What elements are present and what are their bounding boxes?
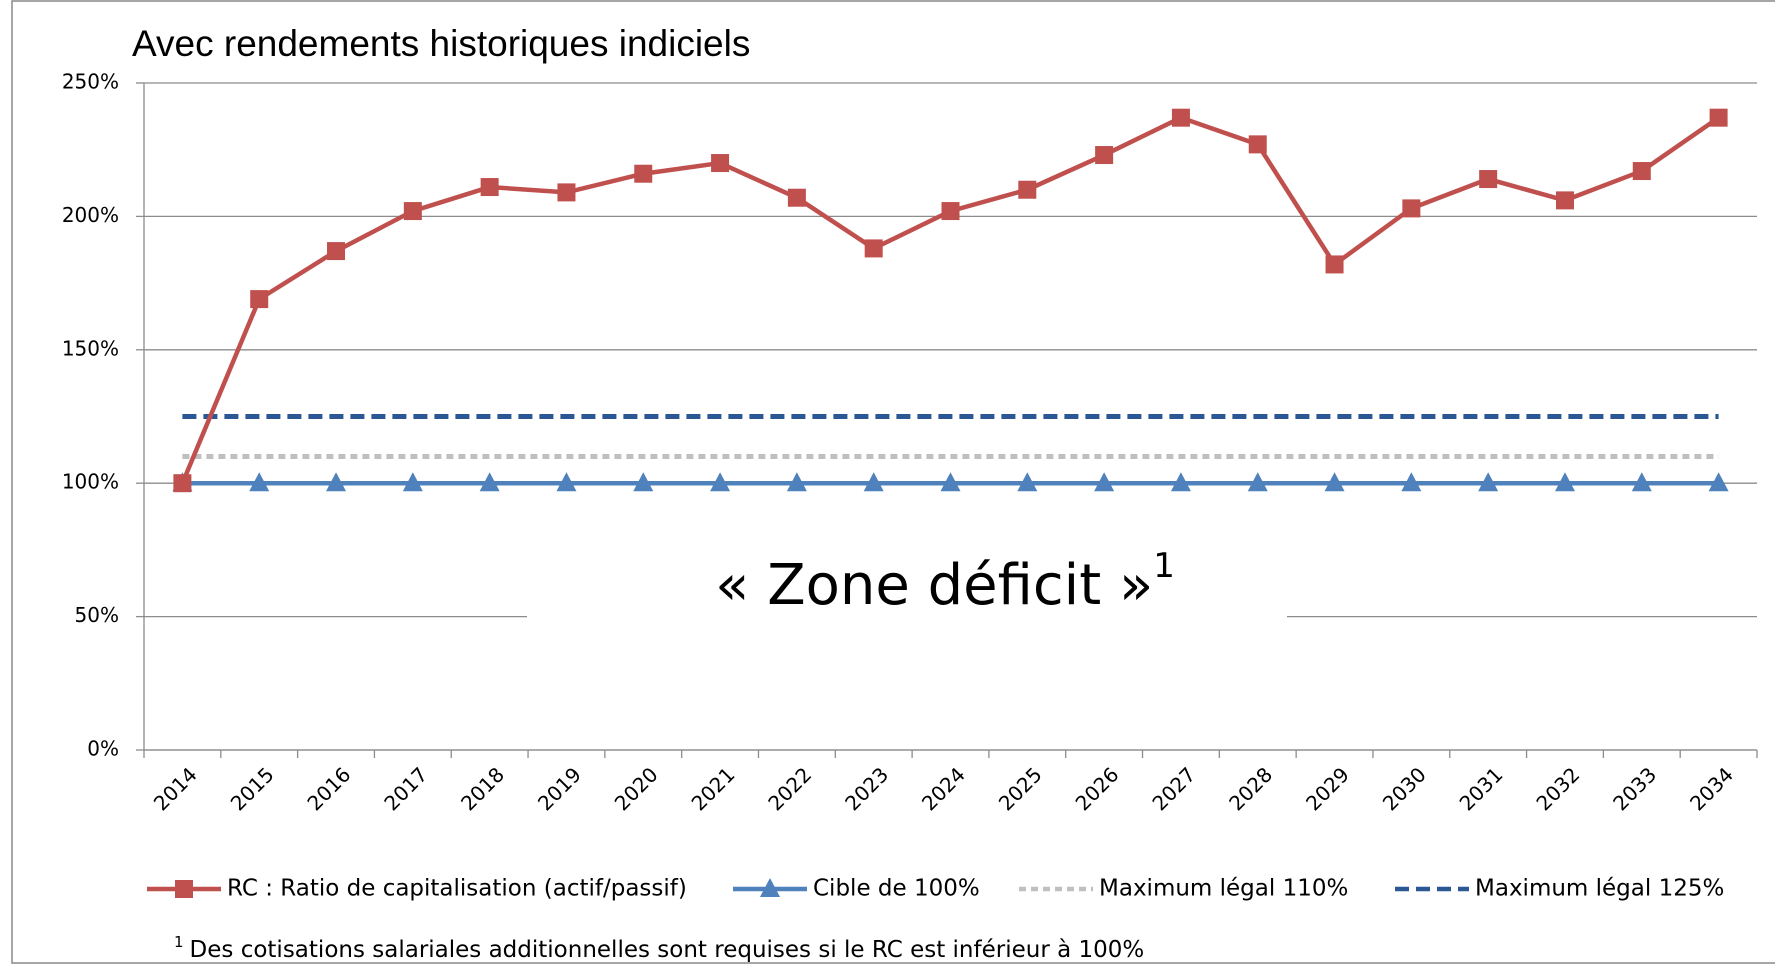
data-point (941, 202, 960, 221)
footnote: 1 Des cotisations salariales additionnell… (174, 933, 1144, 963)
data-point (556, 472, 577, 492)
data-point (249, 472, 270, 492)
y-tick-label: 200% (62, 203, 119, 227)
data-point (1247, 472, 1268, 492)
data-point (1324, 472, 1345, 492)
data-point (1402, 199, 1421, 218)
data-point (1248, 135, 1267, 154)
data-point (940, 472, 961, 492)
annotation-note: 1 (1153, 546, 1175, 586)
data-point (1479, 170, 1498, 189)
data-point (1325, 255, 1344, 274)
legend-label: Maximum légal 125% (1475, 876, 1724, 902)
footnote-text: Des cotisations salariales additionnelle… (190, 937, 1145, 963)
data-point (327, 242, 346, 261)
data-point (250, 290, 269, 309)
y-tick-label: 50% (75, 603, 119, 627)
data-point (1631, 472, 1652, 492)
data-point (787, 188, 806, 207)
annotation: « Zone déficit »1 (715, 546, 1175, 619)
data-point (1709, 108, 1728, 127)
data-point (1632, 162, 1651, 181)
data-point (1401, 472, 1422, 492)
data-point (863, 472, 884, 492)
data-point (1478, 472, 1499, 492)
legend-marker (760, 878, 780, 897)
legend-label: RC : Ratio de capitalisation (actif/pass… (227, 876, 687, 902)
data-point (1708, 472, 1729, 492)
data-point (634, 164, 653, 183)
y-tick-label: 100% (62, 470, 119, 494)
data-point (326, 472, 347, 492)
data-point (864, 239, 883, 258)
y-tick-label: 0% (87, 737, 119, 761)
chart-subtitle: Avec rendements historiques indiciels (132, 23, 750, 64)
data-point (173, 474, 192, 493)
data-point (1171, 108, 1190, 127)
legend-marker (175, 880, 193, 898)
data-point (1554, 472, 1575, 492)
annotation-text: « Zone déficit » (715, 553, 1153, 618)
data-point (786, 472, 807, 492)
data-point (403, 202, 422, 221)
data-point (1170, 472, 1191, 492)
data-point (711, 154, 730, 173)
y-tick-label: 150% (62, 336, 119, 360)
data-point (1094, 472, 1115, 492)
footnote-marker: 1 (174, 933, 184, 951)
data-point (1017, 472, 1038, 492)
data-point (479, 472, 500, 492)
data-point (1095, 146, 1114, 165)
data-point (480, 178, 499, 197)
annotation-backing (527, 544, 1287, 624)
data-point (557, 183, 576, 202)
legend-label: Maximum légal 110% (1099, 876, 1348, 902)
data-point (633, 472, 654, 492)
y-tick-label: 250% (62, 70, 119, 94)
data-point (402, 472, 423, 492)
data-point (710, 472, 731, 492)
data-point (1018, 180, 1037, 199)
data-point (1555, 191, 1574, 210)
legend-label: Cible de 100% (813, 876, 980, 902)
